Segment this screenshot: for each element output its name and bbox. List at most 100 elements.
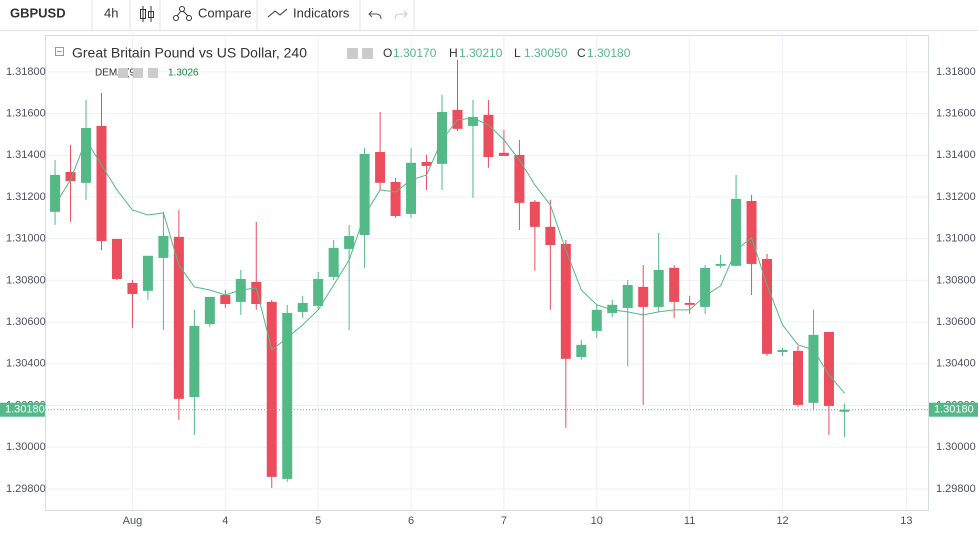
last-price-box xyxy=(0,402,45,417)
candle-body xyxy=(762,258,773,354)
compare-button[interactable]: Compare xyxy=(198,5,251,20)
candle-body xyxy=(576,344,587,357)
compare-icon[interactable] xyxy=(173,6,192,21)
toolbar xyxy=(0,0,978,30)
y-tick-label: 1.31800 xyxy=(6,66,46,78)
candle-body xyxy=(111,238,122,279)
y-tick-label: 1.29800 xyxy=(6,483,46,495)
candle-body xyxy=(297,302,308,312)
y-tick-label: 1.30600 xyxy=(6,316,46,328)
candle-body xyxy=(81,127,92,183)
y-tick-label: 1.31800 xyxy=(936,66,976,78)
indicator-icon[interactable] xyxy=(148,68,158,78)
y-tick-label: 1.31400 xyxy=(6,149,46,161)
y-tick-label: 1.30400 xyxy=(936,358,976,370)
indicators-icon[interactable] xyxy=(267,8,288,18)
candle-body xyxy=(421,161,432,166)
y-tick-label: 1.31200 xyxy=(6,191,46,203)
ohlc-value: 1.30050 xyxy=(524,46,568,60)
candle-body xyxy=(514,154,525,203)
candle-body xyxy=(251,281,262,304)
indicator-icon[interactable] xyxy=(118,68,128,78)
y-tick-label: 1.31000 xyxy=(936,233,976,245)
candle-body xyxy=(715,263,726,266)
y-tick-label: 1.30000 xyxy=(6,441,46,453)
x-tick-label: 10 xyxy=(591,515,603,527)
symbol[interactable]: GBPUSD xyxy=(10,5,66,20)
redo[interactable] xyxy=(394,10,408,20)
candle-body xyxy=(638,286,649,307)
candle-body xyxy=(467,116,478,126)
candle-body xyxy=(808,334,819,403)
candle-body xyxy=(266,301,277,477)
y-tick-label: 1.31000 xyxy=(6,233,46,245)
settings-icon[interactable] xyxy=(347,48,358,59)
last-price-box xyxy=(929,402,978,417)
indicator-icon[interactable] xyxy=(133,68,143,78)
candle-body xyxy=(483,114,494,157)
settings-icon[interactable] xyxy=(362,48,373,59)
last-price-label: 1.30180 xyxy=(934,404,974,416)
header: Great Britain Pound vs US Dollar, 240 DE… xyxy=(55,45,373,79)
indicators-button[interactable]: Indicators xyxy=(293,5,350,20)
candle-body xyxy=(282,312,293,479)
candle-body xyxy=(452,109,463,129)
y-tick-label: 1.31200 xyxy=(936,191,976,203)
interval[interactable]: 4h xyxy=(104,5,118,20)
candle-body xyxy=(127,282,138,294)
x-tick-label: 6 xyxy=(408,515,414,527)
chart-type-icon[interactable] xyxy=(140,6,154,22)
candle-body xyxy=(607,304,618,313)
plot xyxy=(50,59,850,488)
candle-body xyxy=(622,285,633,308)
candle-body xyxy=(731,198,742,266)
chart-title: Great Britain Pound vs US Dollar, 240 xyxy=(72,45,307,61)
last-price-label: 1.30180 xyxy=(5,404,45,416)
undo[interactable] xyxy=(368,10,382,20)
y-tick-label: 1.30800 xyxy=(936,274,976,286)
candle-body xyxy=(700,267,711,307)
indicator-name: DEMA (9) xyxy=(95,68,138,79)
candle-body xyxy=(204,296,215,325)
candle-body xyxy=(65,171,76,181)
candle-body xyxy=(792,350,803,405)
candle-body xyxy=(189,325,200,397)
ohlc-value: 1.30210 xyxy=(459,46,503,60)
x-tick-label: 13 xyxy=(900,515,912,527)
candle-body xyxy=(437,111,448,164)
x-tick-label: 5 xyxy=(315,515,321,527)
indicator-line xyxy=(54,117,845,394)
y-tick-label: 1.30600 xyxy=(936,316,976,328)
x-tick-label: 7 xyxy=(501,515,507,527)
x-tick-label: Aug xyxy=(123,515,143,527)
candle-body xyxy=(375,151,386,183)
ohlc-key: O xyxy=(383,46,392,60)
x-tick-label: 11 xyxy=(684,515,695,527)
candle-body xyxy=(746,200,757,264)
collapse-icon[interactable] xyxy=(55,47,64,56)
candle-body xyxy=(173,236,184,399)
y-tick-label: 1.29800 xyxy=(936,483,976,495)
y-tick-label: 1.30000 xyxy=(936,441,976,453)
candle-body xyxy=(142,255,153,291)
candle-body xyxy=(545,226,556,245)
candle-body xyxy=(777,349,788,352)
x-tick-label: 12 xyxy=(776,515,788,527)
y-tick-label: 1.30800 xyxy=(6,274,46,286)
candle-body xyxy=(344,236,355,249)
y-tick-label: 1.31600 xyxy=(936,108,976,120)
ohlc-key: H xyxy=(449,46,458,60)
candle-body xyxy=(839,409,850,412)
ohlc-key: C xyxy=(577,46,586,60)
ohlc-value: 1.30180 xyxy=(587,46,631,60)
x-tick-label: 4 xyxy=(222,515,228,527)
candle-body xyxy=(823,331,834,406)
indicator-value: 1.3026 xyxy=(168,68,199,79)
y-tick-label: 1.31600 xyxy=(6,108,46,120)
y-tick-label: 1.30400 xyxy=(6,358,46,370)
candle-body xyxy=(653,269,664,307)
ohlc-value: 1.30170 xyxy=(393,46,437,60)
y-tick-label: 1.31400 xyxy=(936,149,976,161)
